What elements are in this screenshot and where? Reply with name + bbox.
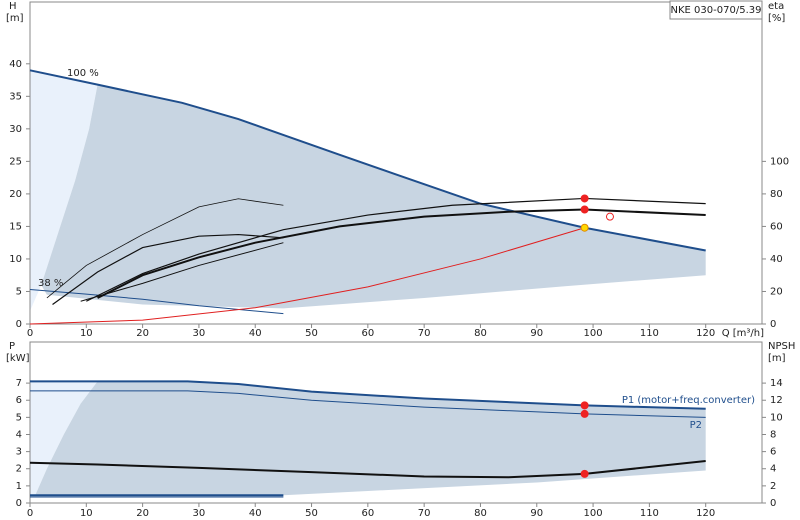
x-tick-label: 20 (136, 508, 149, 519)
y2-tick-label: 10 (770, 412, 783, 423)
y-tick-label: 5 (16, 412, 22, 423)
y-tick-label: 6 (16, 395, 22, 406)
x-tick-label: 100 (584, 508, 603, 519)
x-tick-label: 0 (27, 328, 33, 339)
x-tick-label: 90 (530, 508, 543, 519)
y-tick-label: 35 (9, 91, 22, 102)
curve (29, 460, 706, 479)
y-axis-unit: [m] (6, 13, 24, 24)
curve (86, 197, 706, 302)
x-tick-label: 70 (418, 328, 431, 339)
y2-axis-unit: [m] (768, 353, 786, 364)
x-tick-label: 60 (361, 508, 374, 519)
curve (46, 198, 284, 299)
curve (29, 69, 706, 252)
curve-label: P1 (motor+freq.converter) (622, 395, 755, 406)
y-tick-label: 7 (16, 378, 22, 389)
y-axis-label: P (9, 341, 15, 352)
x-tick-label: 100 (584, 328, 603, 339)
y2-tick-label: 14 (770, 378, 783, 389)
duty-point (605, 212, 614, 221)
y-tick-label: 2 (16, 464, 22, 475)
curve (52, 233, 284, 305)
y2-tick-label: 20 (770, 286, 783, 297)
y-tick-label: 0 (16, 498, 22, 509)
model-label: NKE 030-070/5.39 (671, 5, 762, 16)
y2-tick-label: 4 (770, 464, 776, 475)
y2-tick-label: 8 (770, 429, 776, 440)
y-tick-label: 3 (16, 447, 22, 458)
x-tick-label: 50 (305, 508, 318, 519)
x-tick-label: 40 (249, 328, 262, 339)
y-tick-label: 15 (9, 221, 22, 232)
duty-point (580, 205, 589, 214)
x-tick-label: 10 (80, 508, 93, 519)
plot-frame (29, 1, 763, 325)
y2-tick-label: 0 (770, 319, 776, 330)
y-tick-label: 0 (16, 319, 22, 330)
y2-axis-label: eta (768, 1, 784, 12)
curve-label: P2 (690, 420, 702, 431)
y2-tick-label: 12 (770, 395, 783, 406)
y2-axis-unit: [%] (768, 13, 785, 24)
annotation: 100 % (67, 68, 99, 79)
operating-area (35, 381, 706, 496)
x-tick-label: 60 (361, 328, 374, 339)
y-tick-label: 40 (9, 59, 22, 70)
x-tick-label: 120 (696, 508, 715, 519)
curve (97, 208, 706, 299)
operating-area (30, 70, 98, 311)
duty-point (580, 194, 589, 203)
duty-point (580, 223, 589, 232)
y-axis-label: H (9, 1, 17, 12)
y2-tick-label: 80 (770, 189, 783, 200)
x-tick-label: 10 (80, 328, 93, 339)
y2-tick-label: 6 (770, 447, 776, 458)
x-tick-label: 110 (640, 328, 659, 339)
y-tick-label: 1 (16, 481, 22, 492)
annotation: 38 % (38, 278, 63, 289)
y-axis-unit: [kW] (6, 353, 30, 364)
y-tick-label: 20 (9, 189, 22, 200)
y2-tick-label: 40 (770, 254, 783, 265)
curve (29, 227, 585, 325)
x-tick-label: 80 (474, 508, 487, 519)
x-tick-label: 30 (193, 508, 206, 519)
y2-tick-label: 0 (770, 498, 776, 509)
x-tick-label: 30 (193, 328, 206, 339)
x-tick-label: 40 (249, 508, 262, 519)
operating-area (30, 381, 98, 495)
y-tick-label: 30 (9, 124, 22, 135)
x-tick-label: 80 (474, 328, 487, 339)
x-tick-label: 70 (418, 508, 431, 519)
curve (30, 380, 706, 410)
duty-point (580, 469, 589, 478)
curve (29, 289, 284, 315)
plot-frame (29, 341, 763, 504)
y2-axis-label: NPSH (768, 341, 795, 352)
curve (80, 242, 284, 302)
x-tick-label: 120 (696, 328, 715, 339)
x-tick-label: 50 (305, 328, 318, 339)
curve (30, 390, 706, 418)
y-tick-label: 25 (9, 156, 22, 167)
y-tick-label: 4 (16, 429, 22, 440)
x-axis-label: Q [m³/h] (722, 328, 764, 339)
y-tick-label: 10 (9, 254, 22, 265)
x-tick-label: 20 (136, 328, 149, 339)
x-tick-label: 0 (27, 508, 33, 519)
duty-point (580, 401, 589, 410)
y2-tick-label: 2 (770, 481, 776, 492)
y2-tick-label: 60 (770, 221, 783, 232)
operating-area (41, 84, 706, 309)
y-tick-label: 5 (16, 286, 22, 297)
x-tick-label: 110 (640, 508, 659, 519)
y2-tick-label: 100 (770, 156, 789, 167)
x-tick-label: 90 (530, 328, 543, 339)
model-box (669, 0, 763, 20)
duty-point (580, 409, 589, 418)
